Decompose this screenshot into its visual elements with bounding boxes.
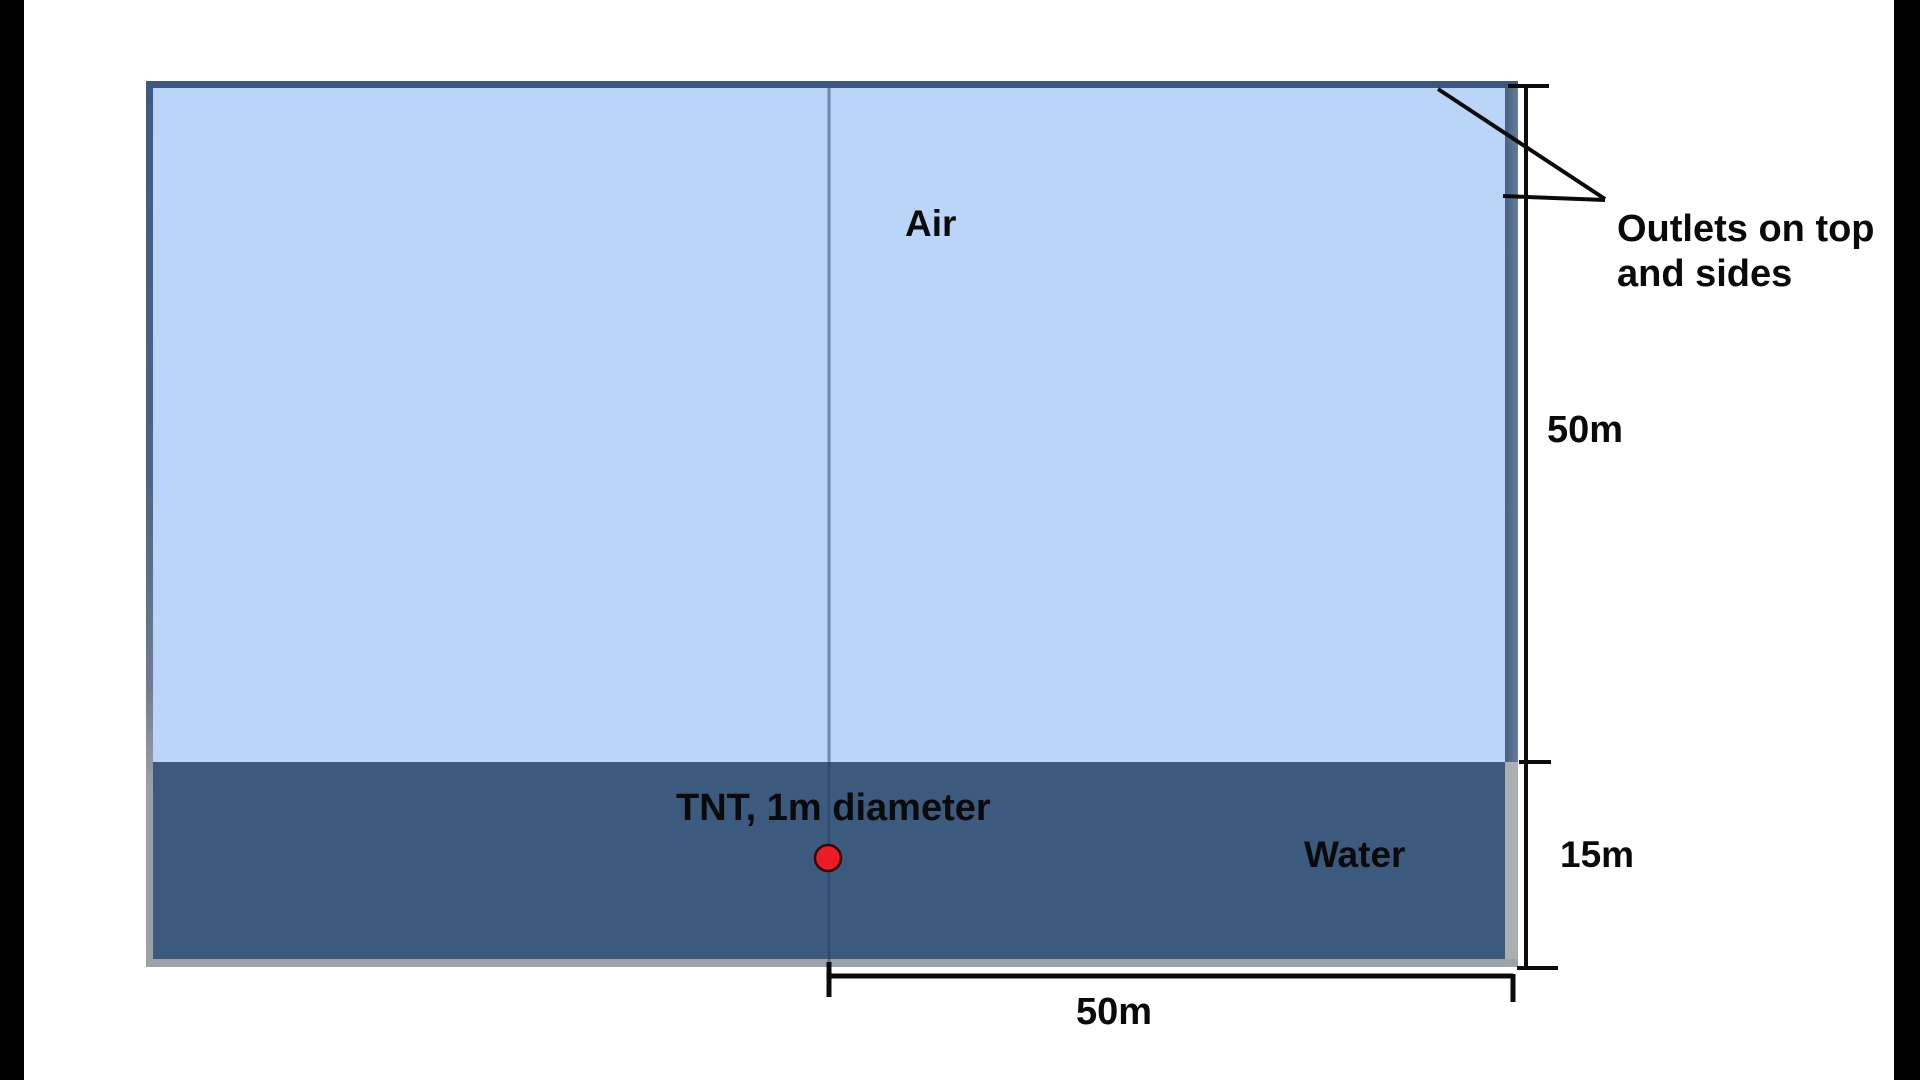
domain-bottom-shadow <box>146 959 1518 967</box>
domain-right-border-water <box>1505 762 1518 959</box>
domain-right-border-air <box>1505 88 1518 762</box>
water-region-label: Water <box>1304 834 1406 875</box>
air-region-label: Air <box>905 203 957 244</box>
outlets-annotation-line1: Outlets on top <box>1617 208 1875 250</box>
dimension-label-water-depth: 15m <box>1560 834 1635 875</box>
domain-top-border <box>146 81 1518 88</box>
air-region <box>153 88 1505 762</box>
outlet-leader-side-edge <box>1502 194 1606 202</box>
outlets-annotation-line2: and sides <box>1617 253 1793 295</box>
dimension-label-half-width: 50m <box>1076 991 1153 1033</box>
outlets-annotation: Outlets on top and sides <box>1617 207 1875 297</box>
letterbox-bar-right <box>1894 0 1920 1080</box>
tnt-charge-label: TNT, 1m diameter <box>676 787 991 829</box>
domain-left-border <box>146 81 153 967</box>
letterbox-bar-left <box>0 0 24 1080</box>
dimension-label-air-height: 50m <box>1547 409 1624 451</box>
